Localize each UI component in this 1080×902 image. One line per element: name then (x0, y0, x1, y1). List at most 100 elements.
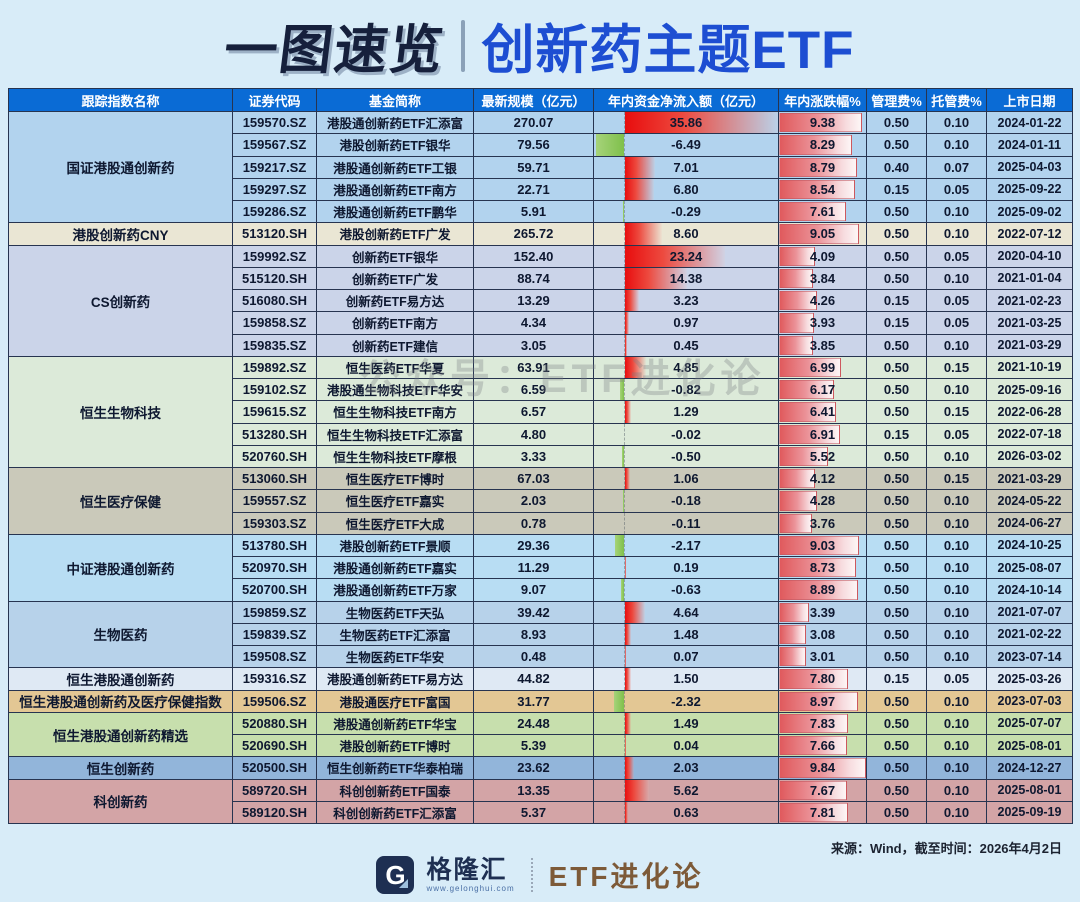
table-row: 159303.SZ 恒生医疗ETF大成 0.78 -0.11 3.76 0.50 0.10 2… (8, 511, 1073, 535)
inflow-cell: 4.85 (593, 355, 779, 380)
listing-date-cell: 2025-09-16 (986, 377, 1073, 402)
custody-fee-cell: 0.05 (926, 288, 987, 313)
listing-date-cell: 2024-05-22 (986, 489, 1073, 513)
pct-change-cell: 8.73 (778, 555, 867, 580)
pct-change-value: 8.29 (809, 137, 836, 153)
listing-date-cell: 2022-07-18 (986, 422, 1073, 446)
listing-date-cell: 2022-07-12 (986, 222, 1073, 246)
pct-change-value: 6.41 (809, 404, 836, 420)
inflow-cell: 4.64 (593, 600, 779, 624)
index-name-cell: 恒生创新药 (8, 756, 233, 780)
brand-text: 格隆汇 www.gelonghui.com (426, 857, 514, 893)
pct-change-value: 4.12 (809, 471, 836, 487)
mgmt-fee-cell: 0.15 (866, 177, 927, 202)
table-row: 520690.SH 港股创新药ETF博时 5.39 0.04 7.66 0.50 0.10 2… (8, 733, 1073, 758)
mgmt-fee-cell: 0.50 (866, 266, 927, 291)
pct-change-value: 8.54 (809, 181, 836, 197)
listing-date-cell: 2025-08-01 (986, 778, 1073, 802)
inflow-zero-baseline (624, 290, 625, 311)
custody-fee-cell: 0.10 (926, 711, 987, 736)
inflow-zero-baseline (624, 246, 625, 267)
pct-change-bar (779, 535, 859, 555)
fund-name-cell: 生物医药ETF天弘 (316, 600, 474, 624)
pct-change-cell: 7.83 (778, 711, 867, 736)
fund-name-cell: 恒生生物科技ETF摩根 (316, 444, 474, 469)
pct-change-bar (779, 669, 848, 689)
listing-date-cell: 2021-10-19 (986, 355, 1073, 380)
custody-fee-cell: 0.10 (926, 578, 987, 602)
inflow-value: -0.18 (671, 493, 701, 509)
inflow-cell: 3.23 (593, 288, 779, 313)
inflow-value: 4.64 (673, 604, 699, 620)
table-row: 港股创新药CNY 513120.SH 港股创新药ETF广发 265.72 8.60 9.0… (8, 222, 1073, 246)
inflow-cell: 0.04 (593, 733, 779, 758)
mgmt-fee-cell: 0.15 (866, 311, 927, 335)
fund-code-cell: 520760.SH (232, 444, 317, 469)
table-row: 恒生生物科技 159892.SZ 恒生医药ETF华夏 63.91 4.85 6.99 0.5… (8, 355, 1073, 469)
pct-change-bar (779, 758, 866, 778)
pct-change-bar (779, 691, 859, 711)
fund-code-cell: 589720.SH (232, 778, 317, 802)
inflow-zero-baseline (624, 735, 625, 756)
inflow-value: 4.85 (673, 359, 699, 375)
pct-change-cell: 7.61 (778, 199, 867, 224)
fund-scale-cell: 44.82 (473, 667, 594, 691)
inflow-zero-baseline (624, 201, 625, 222)
fund-code-cell: 589120.SH (232, 800, 317, 825)
fund-name-cell: 港股通创新药ETF万家 (316, 578, 474, 602)
inflow-bar-positive (625, 112, 778, 133)
fund-scale-cell: 63.91 (473, 355, 594, 380)
mgmt-fee-cell: 0.50 (866, 644, 927, 669)
inflow-cell: -0.50 (593, 444, 779, 469)
mgmt-fee-cell: 0.15 (866, 288, 927, 313)
pct-change-bar (779, 157, 857, 177)
listing-date-cell: 2021-03-29 (986, 333, 1073, 357)
fund-scale-cell: 31.77 (473, 689, 594, 713)
inflow-cell: -0.82 (593, 377, 779, 402)
pct-change-cell: 6.41 (778, 400, 867, 424)
inflow-zero-baseline (624, 112, 625, 133)
fund-scale-cell: 0.78 (473, 511, 594, 535)
index-name-cell: 恒生港股通创新药 (8, 667, 233, 691)
inflow-zero-baseline (624, 646, 625, 667)
pct-change-bar (779, 268, 813, 288)
fund-code-cell: 159570.SZ (232, 110, 317, 135)
table-row: 恒生创新药 520500.SH 恒生创新药ETF华泰柏瑞 23.62 2.03 9.84 0… (8, 756, 1073, 780)
fund-name-cell: 恒生医药ETF华夏 (316, 355, 474, 380)
listing-date-cell: 2025-09-22 (986, 177, 1073, 202)
fund-code-cell: 513780.SH (232, 533, 317, 558)
inflow-bar-negative (621, 446, 624, 467)
pct-change-bar (779, 647, 806, 667)
fund-code-cell: 520880.SH (232, 711, 317, 736)
pct-change-value: 8.89 (809, 582, 836, 598)
inflow-bar-positive (625, 179, 655, 200)
inflow-cell: -0.02 (593, 422, 779, 446)
listing-date-cell: 2024-06-27 (986, 511, 1073, 535)
pct-change-value: 7.83 (809, 715, 836, 731)
inflow-cell: -0.63 (593, 578, 779, 602)
fund-name-cell: 港股通创新药ETF汇添富 (316, 110, 474, 135)
listing-date-cell: 2026-03-02 (986, 444, 1073, 469)
fund-name-cell: 创新药ETF银华 (316, 244, 474, 268)
fund-code-cell: 159859.SZ (232, 600, 317, 624)
account-name: ETF进化论 (548, 861, 704, 892)
fund-scale-cell: 6.59 (473, 377, 594, 402)
inflow-bar-positive (625, 624, 632, 645)
data-source-note: 来源：Wind，截至时间：2026年4月2日 (830, 841, 1062, 856)
fund-scale-cell: 13.29 (473, 288, 594, 313)
pct-change-cell: 4.28 (778, 489, 867, 513)
inflow-cell: -2.32 (593, 689, 779, 713)
fund-name-cell: 恒生生物科技ETF南方 (316, 400, 474, 424)
table-row: 159217.SZ 港股通创新药ETF工银 59.71 7.01 8.79 0.40 0.0… (8, 155, 1073, 179)
custody-fee-cell: 0.10 (926, 733, 987, 758)
page-title-right: 创新药主题ETF (481, 21, 855, 80)
inflow-bar-positive (625, 357, 646, 378)
inflow-value: 0.07 (673, 649, 699, 665)
custody-fee-cell: 0.10 (926, 222, 987, 246)
fund-name-cell: 恒生医疗ETF博时 (316, 466, 474, 491)
table-row: 159297.SZ 港股通创新药ETF南方 22.71 6.80 8.54 0.15 0.0… (8, 177, 1073, 202)
inflow-cell: 1.06 (593, 466, 779, 491)
fund-scale-cell: 5.39 (473, 733, 594, 758)
pct-change-cell: 4.09 (778, 244, 867, 268)
custody-fee-cell: 0.10 (926, 533, 987, 558)
